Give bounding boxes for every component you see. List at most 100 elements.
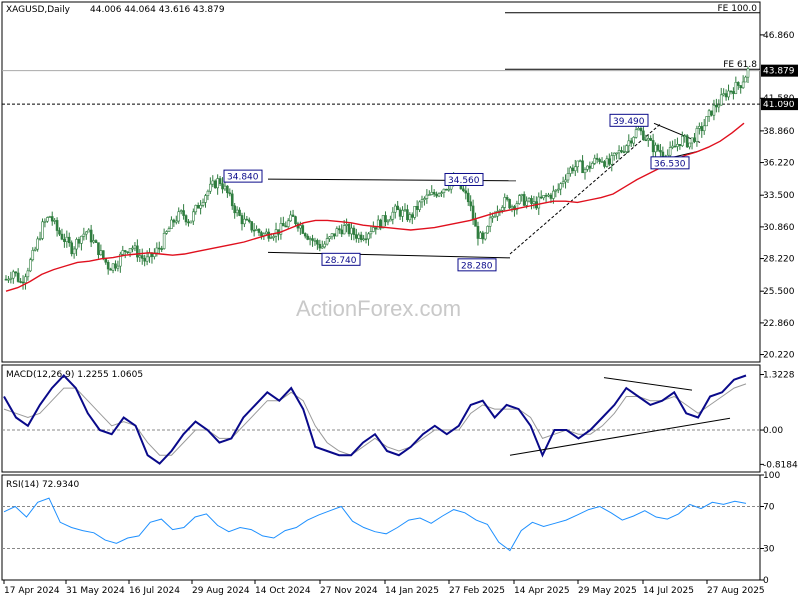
date-axis-label: 27 Aug 2025 xyxy=(707,586,765,596)
candle-body xyxy=(58,230,61,235)
candle-body xyxy=(741,81,745,89)
macd-title: MACD(12,26,9) 1.2255 1.0605 xyxy=(6,370,143,380)
candle-body xyxy=(651,140,655,153)
price-axis-label: 22.860 xyxy=(763,319,795,329)
candle-body xyxy=(549,194,553,199)
candle-body xyxy=(80,235,83,244)
price-axis-label: 30.860 xyxy=(763,223,795,233)
candle-body xyxy=(204,195,207,203)
candle-body xyxy=(119,253,122,267)
candle-body xyxy=(620,150,623,152)
price-annotations: 34.840 34.560 28.740 28.280 39.490 36.530 xyxy=(223,113,690,272)
candle-body xyxy=(656,144,660,151)
candle-body xyxy=(398,209,402,217)
candle-body xyxy=(330,233,334,238)
candle-body xyxy=(306,235,309,240)
candle-body xyxy=(50,216,54,222)
macd-signal-line xyxy=(3,383,747,456)
candle-body xyxy=(715,104,718,108)
candle-body xyxy=(82,233,86,237)
candle-body xyxy=(279,223,283,235)
candle-body xyxy=(209,183,212,192)
panel-frames xyxy=(1,1,761,581)
candle-body xyxy=(393,205,397,213)
candle-body xyxy=(252,229,256,232)
candle-body xyxy=(500,207,504,211)
price-annotation-box xyxy=(223,169,263,183)
candle-body xyxy=(333,233,336,237)
price-annotation-box xyxy=(457,258,497,272)
candle-body xyxy=(67,236,71,244)
candle-body xyxy=(174,220,178,223)
candle-body xyxy=(561,181,565,184)
candle-body xyxy=(342,225,346,235)
candle-body xyxy=(121,250,125,255)
candle-body xyxy=(690,137,694,144)
candle-body xyxy=(493,215,497,218)
candle-body xyxy=(510,206,514,209)
candle-body xyxy=(38,238,42,240)
price-annotation-label: 28.280 xyxy=(461,261,493,271)
candle-body xyxy=(632,137,635,144)
trend-support-line xyxy=(509,124,661,255)
candle-body xyxy=(29,259,32,272)
candle-body xyxy=(649,138,652,141)
candle-body xyxy=(717,104,721,108)
candle-body xyxy=(678,144,682,146)
candle-body xyxy=(245,218,249,221)
candle-body xyxy=(401,210,404,217)
candle-body xyxy=(89,229,93,243)
candle-body xyxy=(423,198,426,201)
candle-body xyxy=(615,152,618,155)
candle-body xyxy=(199,205,202,209)
fibonacci-level-label: FE 100.0 xyxy=(718,4,758,14)
candle-body xyxy=(92,240,95,243)
candle-body xyxy=(539,196,543,199)
candle-body xyxy=(230,193,234,207)
candle-body xyxy=(143,258,146,262)
panel-frame xyxy=(1,1,761,363)
candle-body xyxy=(515,203,519,211)
candle-body xyxy=(391,211,395,220)
candle-body xyxy=(282,223,285,227)
candle-body xyxy=(695,128,699,142)
price-tag-box xyxy=(761,64,798,77)
candle-body xyxy=(109,268,112,271)
candle-body xyxy=(223,185,227,190)
macd-axis: 1.3228 0.00 -0.8184 xyxy=(760,371,798,470)
candle-body xyxy=(530,198,533,204)
candle-body xyxy=(729,90,733,93)
candle-body xyxy=(588,165,592,169)
candle-body xyxy=(24,276,27,283)
price-axis-label: 38.860 xyxy=(763,127,795,137)
candle-body xyxy=(269,237,273,239)
candle-body xyxy=(608,158,611,165)
date-axis-label: 14 Jan 2025 xyxy=(385,586,439,596)
candle-body xyxy=(430,191,434,195)
rsi-title: RSI(14) 72.9340 xyxy=(6,480,79,490)
candle-body xyxy=(41,221,44,239)
candle-body xyxy=(294,216,297,224)
panel-frame xyxy=(1,474,761,581)
price-axis-label: 46.860 xyxy=(763,31,795,41)
candle-body xyxy=(235,209,239,214)
macd-main-line xyxy=(3,374,747,465)
date-axis-label: 17 Apr 2024 xyxy=(4,586,60,596)
candle-body xyxy=(591,163,594,169)
candle-body xyxy=(189,220,193,224)
candle-body xyxy=(386,220,390,223)
candle-body xyxy=(33,248,37,251)
candle-body xyxy=(700,126,704,132)
candle-body xyxy=(320,246,324,249)
candle-body xyxy=(569,167,572,174)
candle-body xyxy=(26,270,30,278)
price-tag-label: 43.879 xyxy=(763,67,795,77)
candle-body xyxy=(170,219,173,229)
candle-body xyxy=(162,233,166,249)
candle-body xyxy=(102,250,105,259)
candle-body xyxy=(566,173,570,181)
candle-body xyxy=(410,214,414,218)
candle-body xyxy=(335,228,339,237)
candle-body xyxy=(554,189,558,192)
candle-body xyxy=(97,242,100,256)
